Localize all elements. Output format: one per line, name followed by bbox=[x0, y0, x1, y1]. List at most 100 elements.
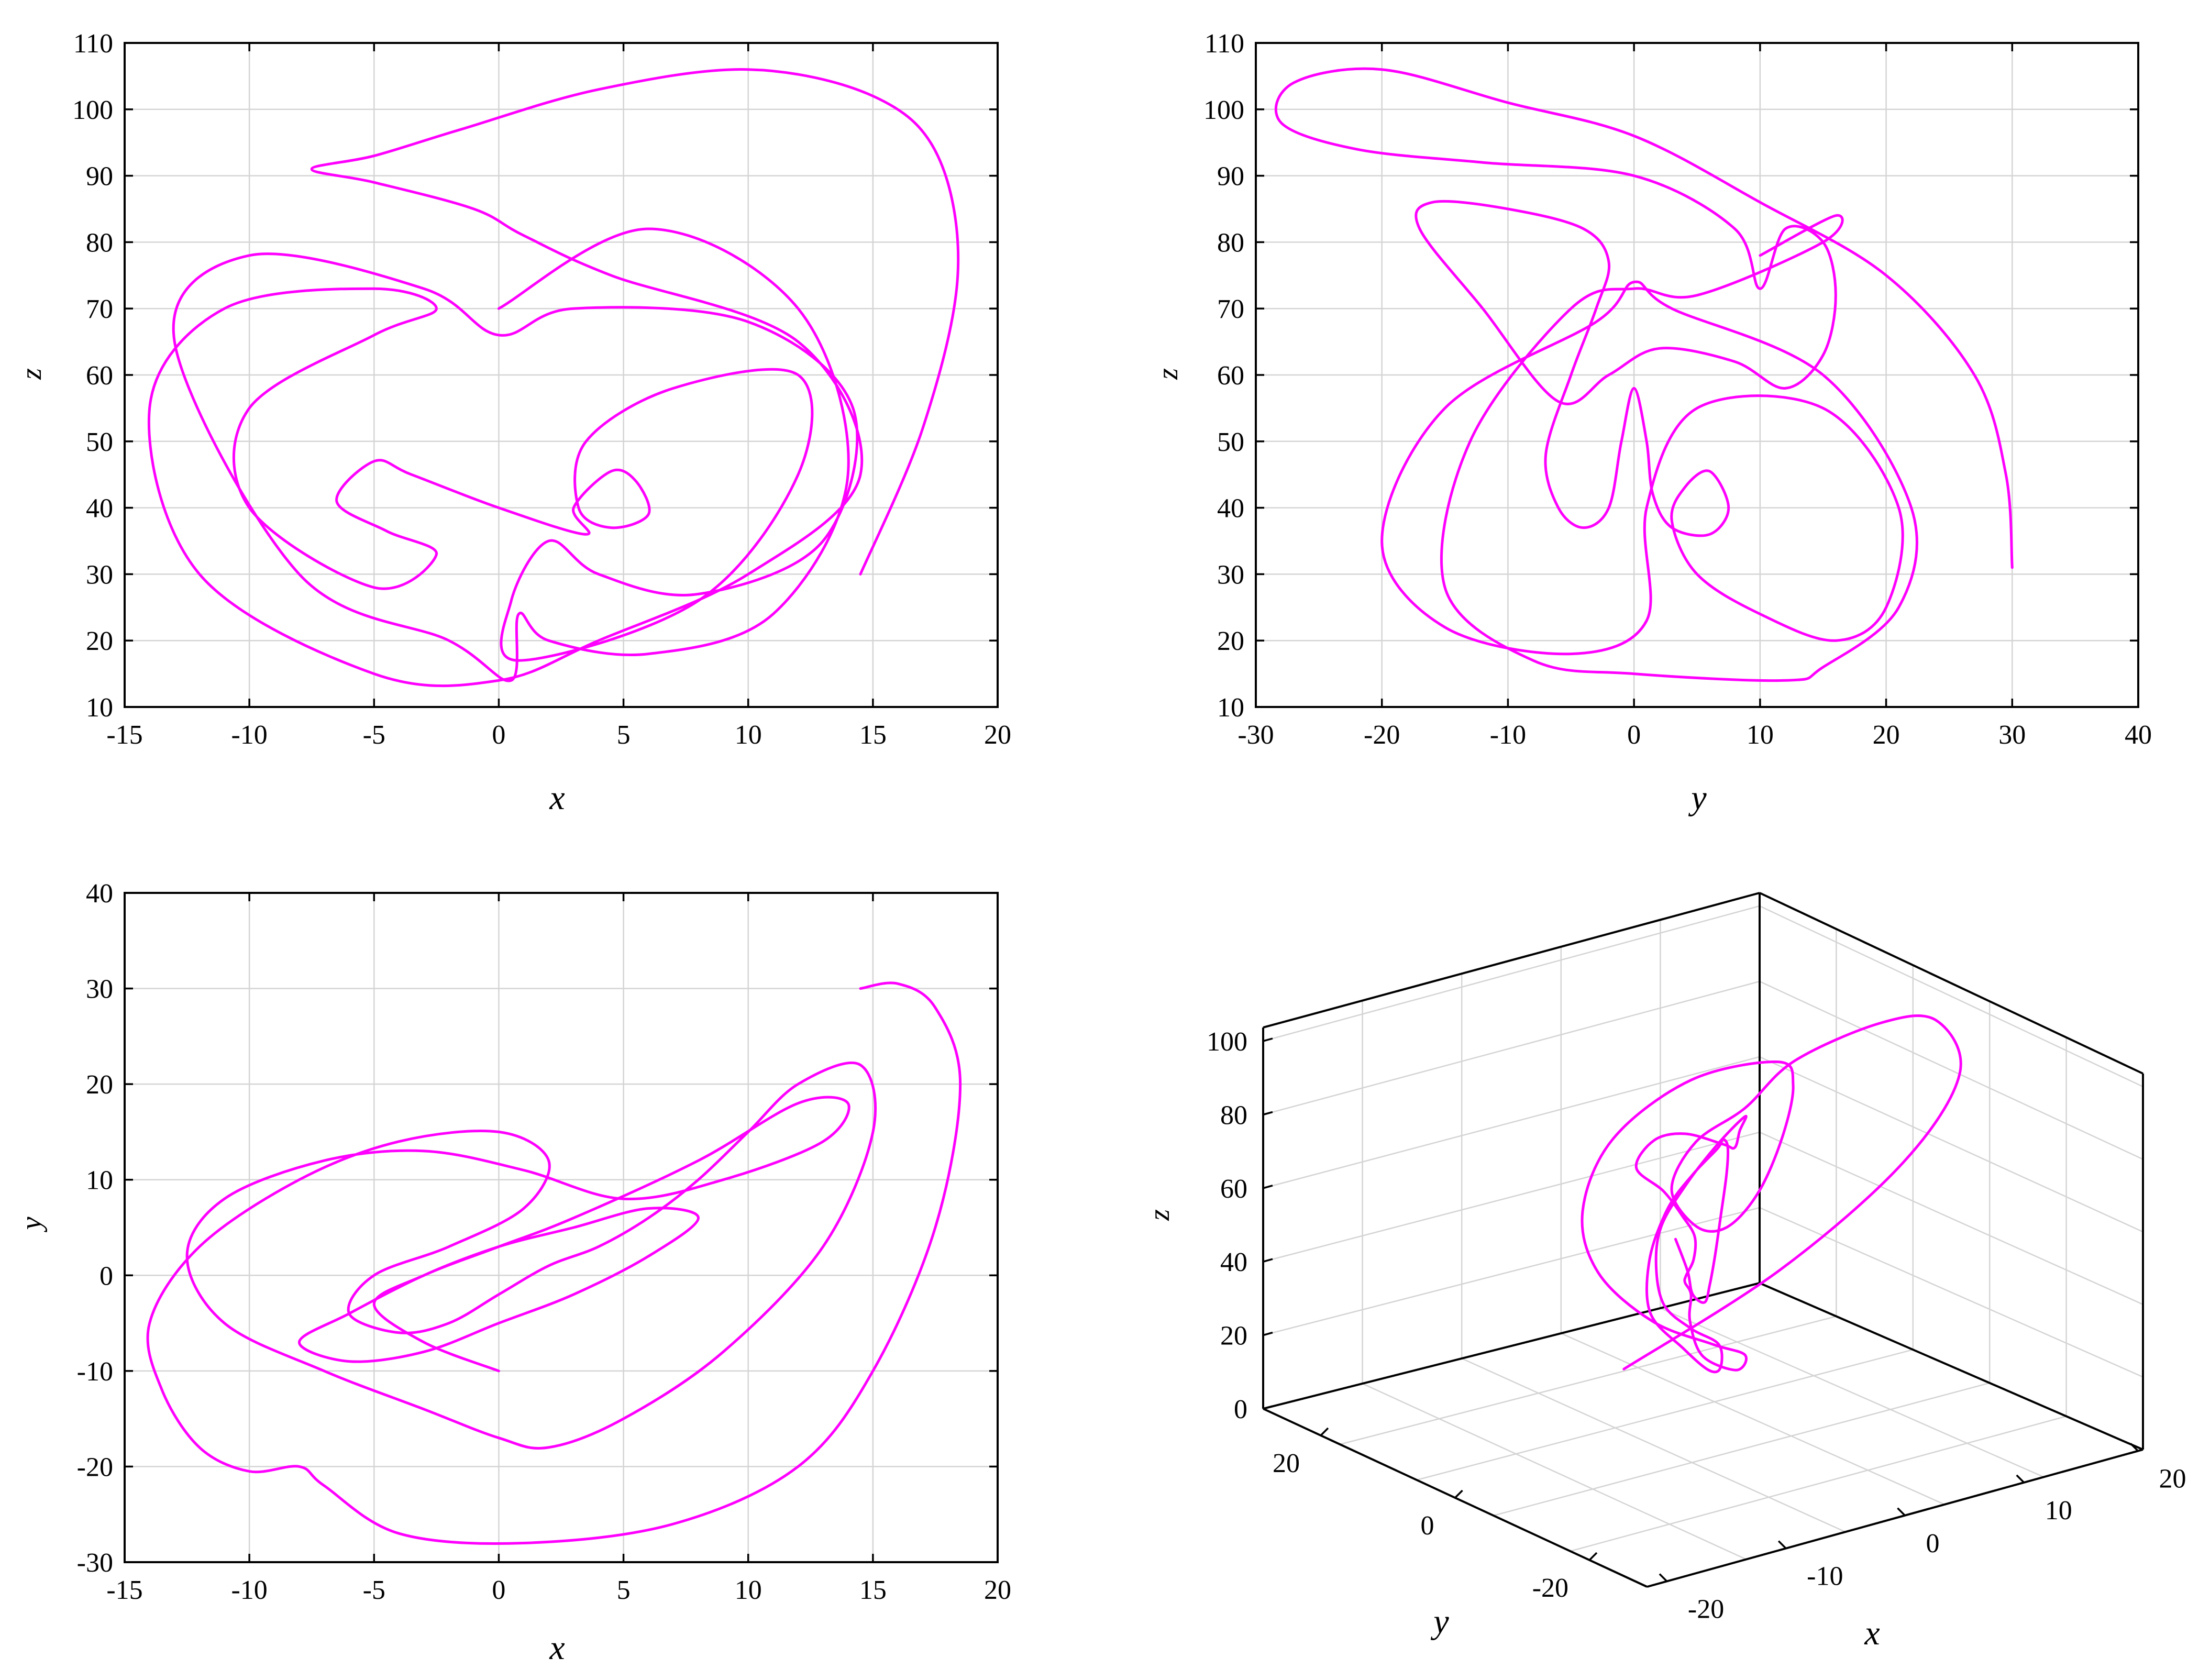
x-tick-label: -15 bbox=[106, 720, 142, 750]
grid-line-z-left bbox=[1263, 905, 1760, 1042]
y-tick-label: 110 bbox=[1205, 29, 1244, 59]
x-tick-label: -30 bbox=[1237, 720, 1274, 750]
y-tick-label: 90 bbox=[1217, 162, 1244, 192]
z-tick-mark bbox=[1263, 1405, 1273, 1410]
y-tick-label: 70 bbox=[1217, 294, 1244, 324]
grid-line-floor bbox=[1493, 1382, 1990, 1517]
tick-marks bbox=[124, 892, 999, 1563]
grid-line-z-left bbox=[1263, 980, 1760, 1115]
x-tick-label: -20 bbox=[1688, 1595, 1724, 1624]
z-tick-mark bbox=[1263, 1331, 1273, 1336]
y-tick-label: 100 bbox=[72, 95, 113, 125]
x-tick-label: -10 bbox=[231, 1575, 267, 1605]
x-tick-mark bbox=[1777, 1540, 1787, 1549]
grid-line-floor bbox=[1416, 1349, 1914, 1481]
y-tick-label: 80 bbox=[86, 228, 113, 258]
x-tick-label: -5 bbox=[363, 720, 385, 750]
panel-xy: -15 -10 -5 0 5 10 15 20 -30 -20 -10 0 10 20 30 40 x y bbox=[15, 879, 1011, 1667]
x-tick-labels: -15 -10 -5 0 5 10 15 20 bbox=[106, 720, 1011, 750]
y-tick-label: 30 bbox=[86, 560, 113, 590]
x-tick-label: -10 bbox=[1490, 720, 1526, 750]
y-tick-label: 60 bbox=[86, 361, 113, 391]
z-tick-label: 40 bbox=[1220, 1247, 1247, 1277]
y-tick-labels: 10 20 30 40 50 60 70 80 90 100 110 bbox=[72, 29, 113, 723]
x-tick-label: 20 bbox=[984, 1575, 1011, 1605]
x-tick-label: 15 bbox=[859, 1575, 887, 1605]
z-tick-label: 80 bbox=[1220, 1100, 1247, 1130]
y-tick-labels: -30 -20 -10 0 10 20 30 40 bbox=[77, 879, 113, 1578]
grid-lines bbox=[1255, 42, 2139, 708]
x-tick-label: 20 bbox=[2159, 1464, 2186, 1494]
y-tick-label: 50 bbox=[1217, 427, 1244, 457]
y-axis-label: y bbox=[15, 1217, 48, 1232]
box-edge-back-floor-right bbox=[1759, 1282, 2143, 1451]
x-tick-label: 5 bbox=[617, 720, 631, 750]
tick-labels-3d: 0 20 40 60 80 100 20 0 -20 -20 -10 0 10 20 bbox=[1207, 1027, 2186, 1624]
x-tick-label: 0 bbox=[1627, 720, 1641, 750]
z-tick-mark bbox=[1263, 1037, 1273, 1042]
grid-line-floor bbox=[1660, 1307, 2045, 1478]
y-tick-label: -20 bbox=[77, 1452, 113, 1482]
x-tick-label: 10 bbox=[735, 1575, 762, 1605]
x-tick-label: -15 bbox=[106, 1575, 142, 1605]
y-tick-mark bbox=[1454, 1489, 1463, 1499]
y-tick-label: 80 bbox=[1217, 228, 1244, 258]
tick-marks bbox=[1255, 42, 2139, 708]
y-tick-label: 20 bbox=[1217, 626, 1244, 656]
grid-line-floor bbox=[1340, 1316, 1837, 1445]
x-tick-label: 30 bbox=[1998, 720, 2026, 750]
x-tick-label: 10 bbox=[1747, 720, 1774, 750]
grid-line-floor bbox=[1570, 1416, 2067, 1552]
grid-line-floor bbox=[1362, 1383, 1747, 1560]
y-tick-label: 50 bbox=[86, 427, 113, 457]
trajectory-line bbox=[146, 981, 962, 1545]
panel-xz: -15 -10 -5 0 5 10 15 20 10 20 30 40 50 60 70 80 90 100 11… bbox=[15, 29, 1011, 817]
tick-marks bbox=[124, 42, 999, 708]
y-tick-label: 0 bbox=[100, 1261, 113, 1291]
x-tick-mark bbox=[2130, 1443, 2139, 1452]
x-tick-mark bbox=[1897, 1507, 1906, 1516]
box-edge-front-right bbox=[1647, 1449, 2143, 1588]
y-tick-label: -20 bbox=[1532, 1573, 1568, 1603]
x-tick-label: -10 bbox=[1807, 1562, 1843, 1591]
y-tick-label: 110 bbox=[73, 29, 113, 59]
grid-line-floor bbox=[1461, 1357, 1846, 1533]
x-tick-label: 10 bbox=[2045, 1496, 2072, 1526]
x-tick-label: 15 bbox=[859, 720, 887, 750]
y-axis-label: z bbox=[1152, 368, 1184, 380]
z-tick-mark bbox=[1263, 1258, 1273, 1263]
y-tick-label: 30 bbox=[1217, 560, 1244, 590]
box-edge-top-right bbox=[1759, 892, 2143, 1075]
y-tick-label: 0 bbox=[1421, 1511, 1434, 1541]
panel-3d: 0 20 40 60 80 100 20 0 -20 -20 -10 0 10 20 x y z bbox=[1143, 892, 2186, 1652]
y-tick-label: 20 bbox=[86, 626, 113, 656]
axes-box-3d bbox=[1262, 892, 2144, 1588]
x-tick-label: 10 bbox=[735, 720, 762, 750]
x-tick-label: 20 bbox=[984, 720, 1011, 750]
x-axis-label: x bbox=[1864, 1614, 1880, 1652]
y-tick-label: 100 bbox=[1203, 95, 1244, 125]
z-tick-label: 20 bbox=[1220, 1321, 1247, 1351]
x-tick-label: -10 bbox=[231, 720, 267, 750]
y-tick-label: 40 bbox=[86, 879, 113, 909]
x-tick-label: 20 bbox=[1873, 720, 1900, 750]
grid-line-z-right bbox=[1759, 1056, 2143, 1233]
y-tick-label: 10 bbox=[1217, 693, 1244, 723]
grid-line-z-left bbox=[1263, 1207, 1760, 1336]
grid-line-floor bbox=[1561, 1332, 1945, 1505]
x-tick-label: 0 bbox=[492, 720, 505, 750]
x-axis-label: x bbox=[549, 779, 565, 817]
box-edge-back-floor-left bbox=[1263, 1282, 1760, 1410]
y-axis-label: y bbox=[1430, 1602, 1449, 1641]
x-tick-labels: -15 -10 -5 0 5 10 15 20 bbox=[106, 1575, 1011, 1605]
y-tick-label: 20 bbox=[86, 1070, 113, 1100]
y-tick-label: 70 bbox=[86, 294, 113, 324]
y-tick-mark bbox=[1588, 1552, 1598, 1561]
y-tick-label: 90 bbox=[86, 162, 113, 192]
trajectory-line bbox=[147, 68, 960, 688]
z-axis-label: z bbox=[1143, 1209, 1176, 1221]
panel-yz: -30 -20 -10 0 10 20 30 40 10 20 30 40 50 60 70 80 90 100… bbox=[1152, 29, 2152, 817]
grid-line-z-right bbox=[1759, 1131, 2143, 1305]
y-tick-mark bbox=[1320, 1427, 1329, 1436]
